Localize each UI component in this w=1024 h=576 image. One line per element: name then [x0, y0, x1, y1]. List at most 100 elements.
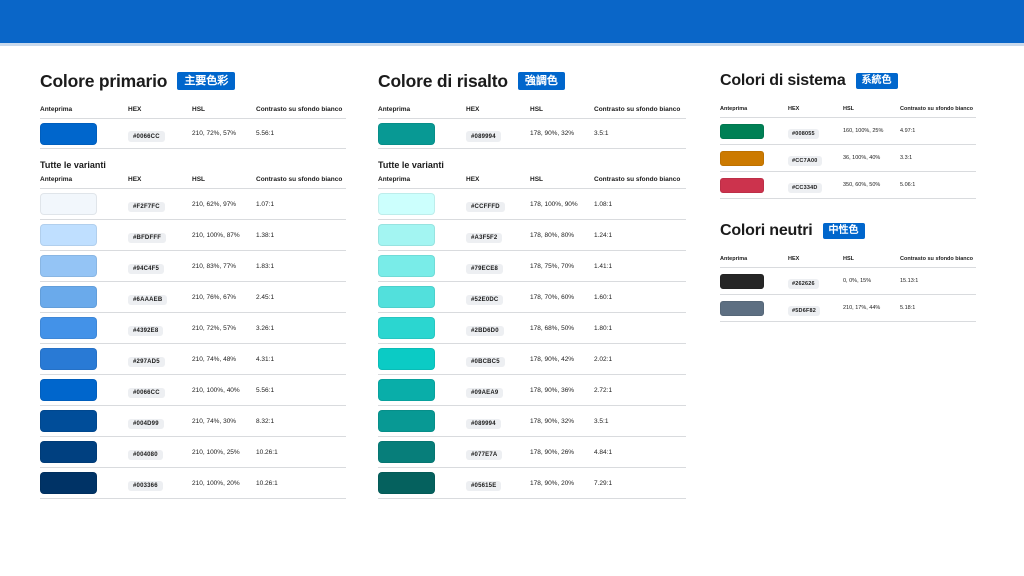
hsl-value: 350, 60%, 50% — [843, 182, 881, 188]
color-row: #004D99 210, 74%, 30% 8.32:1 — [40, 406, 346, 437]
column-header: Contrasto su sfondo bianco — [594, 176, 681, 183]
color-row: #0BCBC5 178, 90%, 42% 2.02:1 — [378, 344, 686, 375]
column-header: HEX — [466, 176, 480, 183]
contrast-ratio-value: 8.32:1 — [256, 417, 275, 425]
hex-value-chip[interactable]: #003366 — [128, 480, 163, 491]
hex-value-chip[interactable]: #0066CC — [128, 387, 165, 398]
contrast-ratio-value: 3.26:1 — [256, 324, 275, 332]
variants-subheading: Tutte le varianti — [378, 160, 444, 170]
hsl-value: 178, 90%, 32% — [530, 417, 575, 425]
hex-value-chip[interactable]: #6AAAEB — [128, 294, 168, 305]
column-header: Anteprima — [720, 106, 748, 112]
color-row: #089994 178, 90%, 32% 3.5:1 — [378, 119, 686, 149]
color-row: #297AD5 210, 74%, 48% 4.31:1 — [40, 344, 346, 375]
color-swatch — [40, 255, 97, 277]
column-header: HSL — [843, 106, 854, 112]
color-row: #262626 0, 0%, 15% 15.13:1 — [720, 268, 976, 295]
color-row: #A3F5F2 178, 80%, 80% 1.24:1 — [378, 220, 686, 251]
contrast-ratio-value: 5.06:1 — [900, 182, 916, 188]
color-row: #52E0DC 178, 70%, 60% 1.60:1 — [378, 282, 686, 313]
hsl-value: 0, 0%, 15% — [843, 278, 872, 284]
color-row: #BFDFFF 210, 100%, 87% 1.38:1 — [40, 220, 346, 251]
hex-value-chip[interactable]: #05615E — [466, 480, 502, 491]
hex-value-chip[interactable]: #2BD6D0 — [466, 325, 504, 336]
hex-value-chip[interactable]: #5D6F82 — [788, 306, 821, 316]
contrast-ratio-value: 5.56:1 — [256, 386, 275, 394]
hsl-value: 178, 90%, 26% — [530, 448, 575, 456]
color-swatch — [378, 348, 435, 370]
color-swatch — [378, 317, 435, 339]
hsl-value: 178, 70%, 60% — [530, 293, 575, 301]
hex-value-chip[interactable]: #004D99 — [128, 418, 164, 429]
primary-variants-table: Anteprima HEX HSL Contrasto su sfondo bianc… — [40, 174, 346, 499]
contrast-ratio-value: 5.18:1 — [900, 305, 916, 311]
hsl-value: 210, 72%, 57% — [192, 130, 237, 137]
color-swatch — [378, 255, 435, 277]
hex-value-chip[interactable]: #089994 — [466, 131, 501, 142]
hex-value-chip[interactable]: #A3F5F2 — [466, 232, 503, 243]
contrast-ratio-value: 1.60:1 — [594, 293, 613, 301]
column-header: HEX — [788, 256, 800, 262]
hex-value-chip[interactable]: #CCFFFD — [466, 201, 505, 212]
hex-value-chip[interactable]: #008055 — [788, 129, 819, 139]
contrast-ratio-value: 7.29:1 — [594, 479, 613, 487]
column-header: Anteprima — [378, 176, 411, 183]
hsl-value: 210, 100%, 20% — [192, 479, 240, 487]
hex-value-chip[interactable]: #79ECE8 — [466, 263, 504, 274]
column-header: HEX — [128, 106, 142, 113]
column-header: Anteprima — [40, 176, 73, 183]
column-header: Contrasto su sfondo bianco — [256, 106, 343, 113]
hex-value-chip[interactable]: #077E7A — [466, 449, 503, 460]
color-row: #003366 210, 100%, 20% 10.26:1 — [40, 468, 346, 499]
contrast-ratio-value: 1.07:1 — [256, 200, 275, 208]
hex-value-chip[interactable]: #0066CC — [128, 131, 165, 142]
hex-value-chip[interactable]: #CC334D — [788, 183, 822, 193]
color-swatch — [40, 410, 97, 432]
hex-value-chip[interactable]: #4392E8 — [128, 325, 164, 336]
column-header: Anteprima — [378, 106, 411, 113]
color-swatch — [378, 286, 435, 308]
primary-color-table: Anteprima HEX HSL Contrasto su sfondo bianc… — [40, 104, 346, 149]
section-system-colors: Colori di sistema 系統色 Anteprima HEX HSL Con… — [720, 70, 976, 199]
color-row: #6AAAEB 210, 76%, 67% 2.45:1 — [40, 282, 346, 313]
color-swatch — [40, 224, 97, 246]
hex-value-chip[interactable]: #BFDFFF — [128, 232, 167, 243]
cjk-translation-badge: 中性色 — [822, 223, 865, 239]
color-swatch — [378, 379, 435, 401]
hex-value-chip[interactable]: #F2F7FC — [128, 201, 165, 212]
color-row: #09AEA9 178, 90%, 36% 2.72:1 — [378, 375, 686, 406]
table-header-row: Anteprima HEX HSL Contrasto su sfondo bianc… — [720, 104, 976, 118]
color-swatch — [40, 379, 97, 401]
column-header: HSL — [192, 106, 205, 113]
hex-value-chip[interactable]: #0BCBC5 — [466, 356, 505, 367]
column-header: Contrasto su sfondo bianco — [594, 106, 681, 113]
hsl-value: 36, 100%, 40% — [843, 155, 881, 161]
color-row: #0066CC 210, 72%, 57% 5.56:1 — [40, 119, 346, 149]
hsl-value: 210, 100%, 25% — [192, 448, 240, 456]
contrast-ratio-value: 1.80:1 — [594, 324, 613, 332]
hex-value-chip[interactable]: #09AEA9 — [466, 387, 504, 398]
hsl-value: 210, 62%, 97% — [192, 200, 237, 208]
hex-value-chip[interactable]: #297AD5 — [128, 356, 165, 367]
table-header-row: Anteprima HEX HSL Contrasto su sfondo bianc… — [40, 104, 346, 119]
table-header-row: Anteprima HEX HSL Contrasto su sfondo bianc… — [40, 174, 346, 189]
hex-value-chip[interactable]: #52E0DC — [466, 294, 504, 305]
hex-value-chip[interactable]: #004080 — [128, 449, 163, 460]
hex-value-chip[interactable]: #089994 — [466, 418, 501, 429]
section-accent-color: Colore di risalto 強調色 Anteprima HEX HSL Con… — [378, 70, 686, 499]
contrast-ratio-value: 3.5:1 — [594, 130, 609, 137]
color-swatch — [720, 300, 764, 316]
color-row: #008055 160, 100%, 25% 4.97:1 — [720, 118, 976, 145]
cjk-translation-badge: 系統色 — [855, 73, 898, 89]
hex-value-chip[interactable]: #262626 — [788, 279, 819, 289]
color-row: #004080 210, 100%, 25% 10.26:1 — [40, 437, 346, 468]
hex-value-chip[interactable]: #94C4F5 — [128, 263, 165, 274]
contrast-ratio-value: 4.84:1 — [594, 448, 613, 456]
contrast-ratio-value: 1.38:1 — [256, 231, 275, 239]
column-header: HSL — [843, 256, 854, 262]
hex-value-chip[interactable]: #CC7A00 — [788, 156, 822, 166]
contrast-ratio-value: 1.24:1 — [594, 231, 613, 239]
color-swatch — [40, 441, 97, 463]
column-header: HSL — [530, 106, 543, 113]
color-row: #2BD6D0 178, 68%, 50% 1.80:1 — [378, 313, 686, 344]
